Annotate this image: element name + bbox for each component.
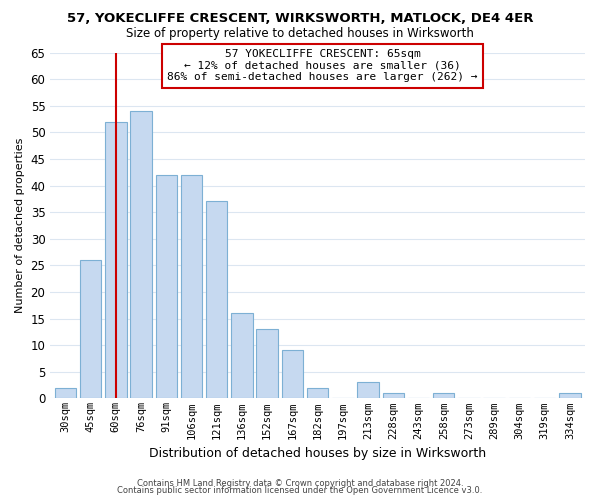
Bar xyxy=(383,393,404,398)
Text: Contains public sector information licensed under the Open Government Licence v3: Contains public sector information licen… xyxy=(118,486,482,495)
Text: Size of property relative to detached houses in Wirksworth: Size of property relative to detached ho… xyxy=(126,28,474,40)
Bar xyxy=(307,388,328,398)
Bar xyxy=(80,260,101,398)
Y-axis label: Number of detached properties: Number of detached properties xyxy=(15,138,25,313)
Bar xyxy=(358,382,379,398)
Bar xyxy=(130,111,152,399)
Bar xyxy=(231,313,253,398)
Bar xyxy=(559,393,581,398)
Bar xyxy=(181,175,202,398)
Text: 57, YOKECLIFFE CRESCENT, WIRKSWORTH, MATLOCK, DE4 4ER: 57, YOKECLIFFE CRESCENT, WIRKSWORTH, MAT… xyxy=(67,12,533,26)
Bar xyxy=(105,122,127,398)
Bar xyxy=(282,350,303,399)
Bar xyxy=(256,329,278,398)
Bar xyxy=(206,202,227,398)
Text: Contains HM Land Registry data © Crown copyright and database right 2024.: Contains HM Land Registry data © Crown c… xyxy=(137,478,463,488)
Bar xyxy=(55,388,76,398)
Bar xyxy=(433,393,454,398)
Text: 57 YOKECLIFFE CRESCENT: 65sqm
← 12% of detached houses are smaller (36)
86% of s: 57 YOKECLIFFE CRESCENT: 65sqm ← 12% of d… xyxy=(167,49,478,82)
Bar xyxy=(155,175,177,398)
X-axis label: Distribution of detached houses by size in Wirksworth: Distribution of detached houses by size … xyxy=(149,447,486,460)
